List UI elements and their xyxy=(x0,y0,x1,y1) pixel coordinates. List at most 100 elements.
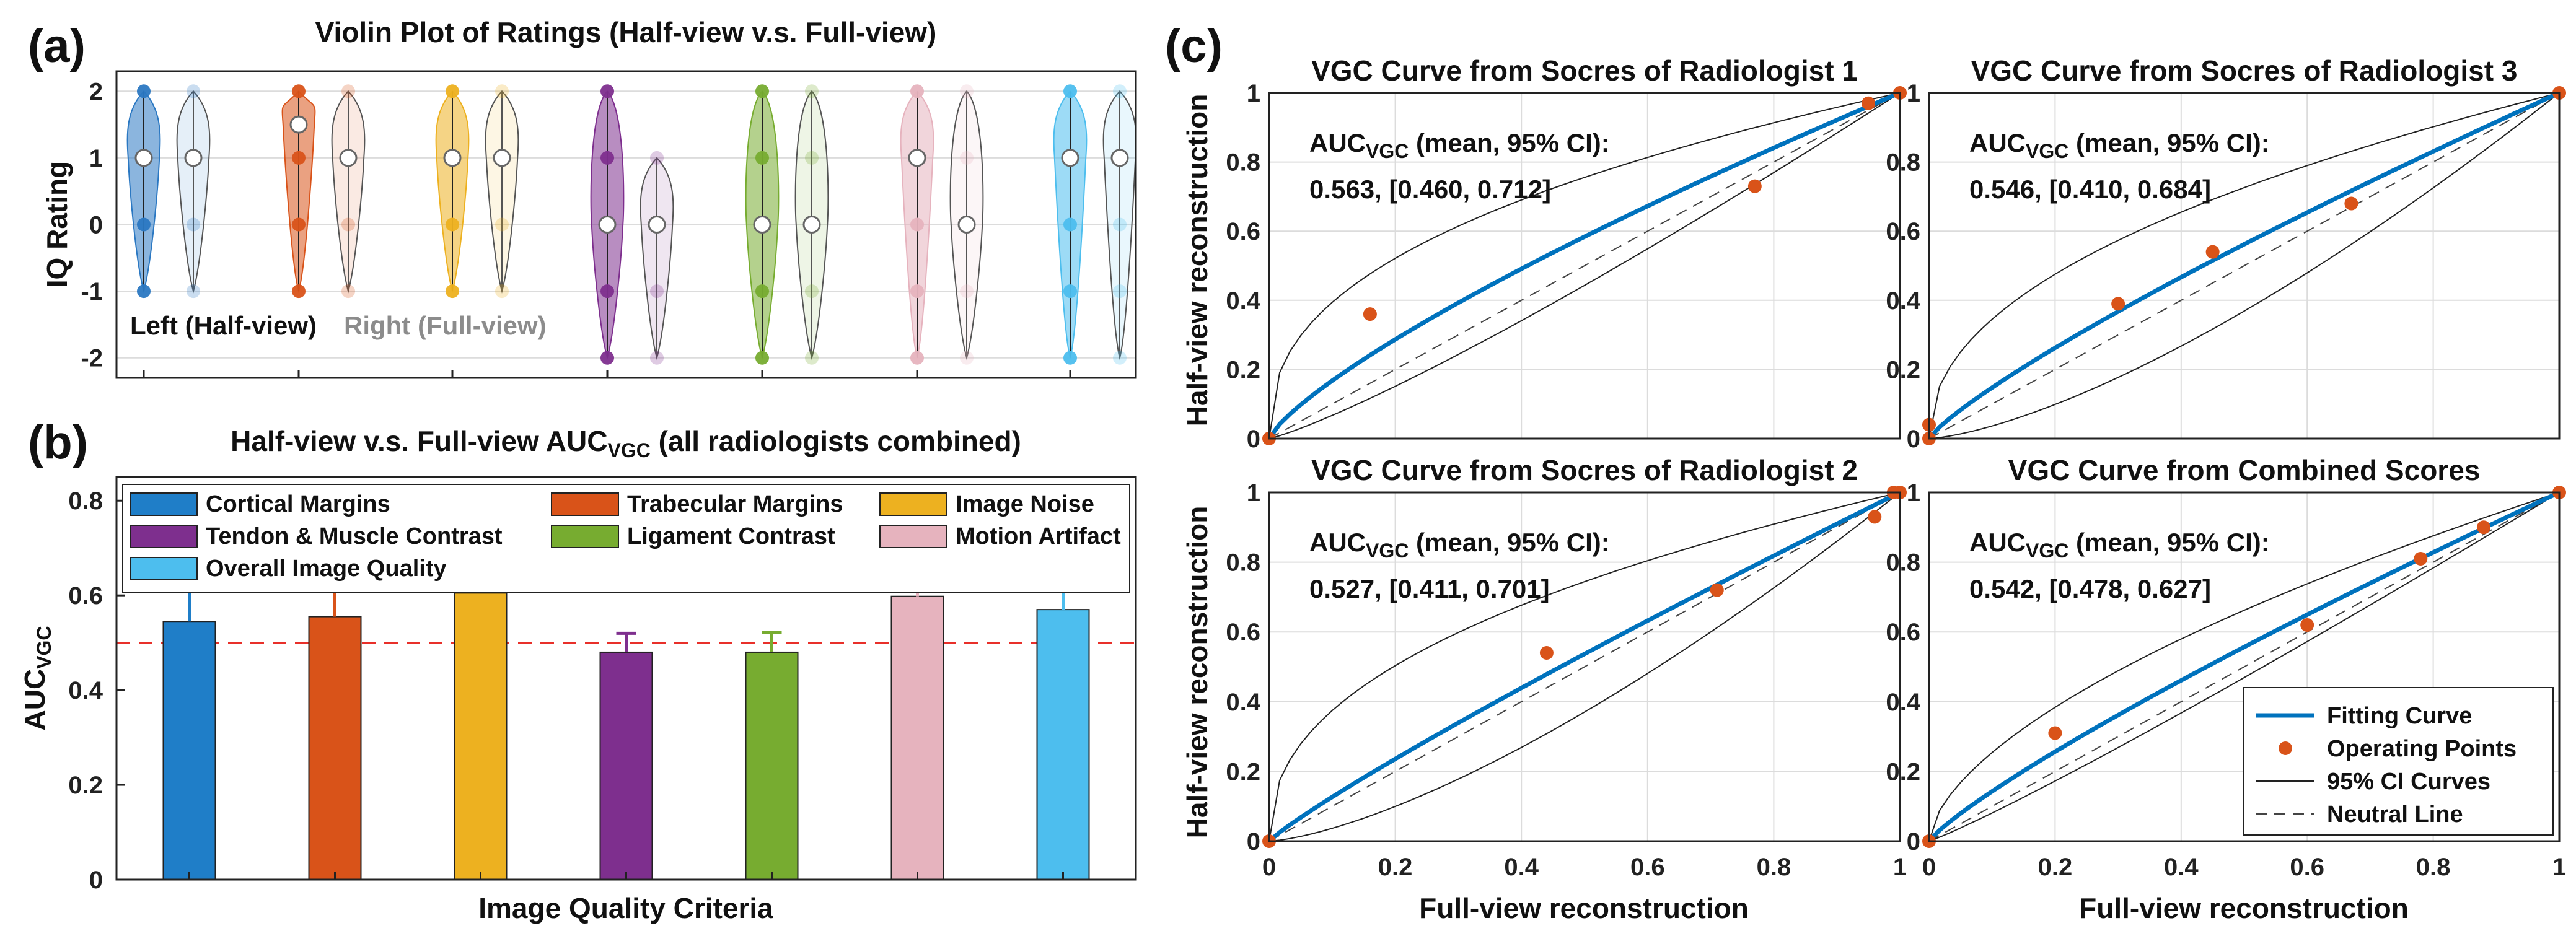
vgc-ytick-label: 0 xyxy=(1907,426,1920,453)
rating-point xyxy=(341,284,355,299)
legend-label: Trabecular Margins xyxy=(627,491,843,517)
vgc-ytick-label: 0.8 xyxy=(1226,149,1260,177)
auc-label: AUC xyxy=(1309,528,1366,557)
legend-swatch xyxy=(879,492,947,516)
vgc-ytick-label: 0 xyxy=(1907,828,1920,855)
vgc-ytick-label: 0 xyxy=(1247,426,1260,453)
rating-point xyxy=(1113,284,1127,299)
rating-point xyxy=(137,84,151,98)
fitting-curve xyxy=(1927,490,2561,843)
rating-point xyxy=(1063,217,1077,232)
legend-label: Image Noise xyxy=(956,491,1094,517)
vgc-axes-frame xyxy=(1928,92,2561,440)
violin-median-marker xyxy=(134,149,153,167)
rating-point xyxy=(1113,84,1127,98)
auc-suffix: (mean, 95% CI): xyxy=(2068,128,2269,157)
fitting-curve xyxy=(1267,90,1901,440)
rating-point xyxy=(187,217,200,232)
vgc-xtick-label: 0.4 xyxy=(1504,854,1539,881)
bar-ytick-label: 0 xyxy=(89,867,103,894)
rating-point xyxy=(910,284,924,299)
bar-title: Half-view v.s. Full-view AUCVGC (all rad… xyxy=(231,425,1021,461)
rating-point xyxy=(960,151,974,165)
vgc-title: VGC Curve from Socres of Radiologist 2 xyxy=(1311,454,1858,486)
ci-curve xyxy=(1268,492,1901,842)
auc-suffix: (mean, 95% CI): xyxy=(2068,528,2269,557)
rating-point xyxy=(755,84,769,98)
operating-point xyxy=(2300,618,2314,632)
violin-median-marker xyxy=(1110,149,1129,167)
bar-tendon-muscle-contrast xyxy=(599,651,653,880)
operating-point xyxy=(2205,245,2220,259)
auc-annotation: AUCVGC (mean, 95% CI): xyxy=(1309,128,1610,162)
vgc-ytick-label: 0.8 xyxy=(1886,549,1920,577)
vgc-ytick-label: 0.4 xyxy=(1226,689,1260,716)
rating-point xyxy=(341,217,355,232)
legend-label: Tendon & Muscle Contrast xyxy=(206,523,503,549)
vgc-plot-c3: 0 0.2 0.4 0.6 0.8 1 VGC Curve from Socres of R… xyxy=(1886,55,2566,453)
vgc-title: VGC Curve from Socres of Radiologist 3 xyxy=(1971,55,2518,87)
violin-ytick-label: 2 xyxy=(89,78,103,105)
legend-swatch xyxy=(130,492,198,516)
auc-values: 0.542, [0.478, 0.627] xyxy=(1969,574,2211,603)
rating-point xyxy=(960,351,974,365)
vgc-xtick-label: 0.8 xyxy=(2416,854,2451,881)
violin-median-marker xyxy=(648,216,666,234)
rating-point xyxy=(805,284,819,299)
bar-panel: (b) Half-view v.s. Full-view AUCVGC (all… xyxy=(19,416,1137,924)
vgc-legend-label: Fitting Curve xyxy=(2327,703,2472,729)
operating-point xyxy=(2414,551,2428,566)
legend-swatch xyxy=(130,557,198,580)
legend-swatch xyxy=(879,525,947,548)
vgc-xlabel-right: Full-view reconstruction xyxy=(2079,892,2409,924)
vgc-xlabel-left: Full-view reconstruction xyxy=(1419,892,1749,924)
vgc-legend-box xyxy=(2243,687,2554,836)
vgc-xtick-label: 1 xyxy=(2552,854,2566,881)
rating-point xyxy=(1113,351,1127,365)
violin-ytick-label: 1 xyxy=(89,145,103,172)
ci-curve xyxy=(1268,92,1901,439)
rating-point xyxy=(650,351,664,365)
rating-point xyxy=(755,351,769,365)
legend-label: Cortical Margins xyxy=(206,491,390,517)
rating-point xyxy=(650,284,664,299)
auc-sub: VGC xyxy=(1366,140,1409,162)
vgc-plot-c2: 00 0.2 0.2 0.4 0.4 0.6 0.6 0.8 0.8 1 1 VGC Curve fr… xyxy=(1226,454,1907,881)
vgc-ytick-label: 0.2 xyxy=(1886,758,1920,785)
operating-point xyxy=(2344,196,2358,211)
operating-point xyxy=(2048,726,2062,740)
rating-point xyxy=(1063,351,1077,365)
ci-curve xyxy=(1928,92,2560,439)
bar-image-noise xyxy=(454,592,508,881)
vgc-ylabel-bottom: Half-view reconstruction xyxy=(1181,506,1213,839)
rating-point xyxy=(137,217,151,232)
bar-trabecular-margins xyxy=(308,616,362,881)
legend-label: Overall Image Quality xyxy=(206,556,447,582)
neutral-line xyxy=(1928,492,2560,842)
bar-ytick-label: 0.6 xyxy=(68,582,103,610)
rating-point xyxy=(187,84,200,98)
bar-ytick-label: 0.8 xyxy=(68,487,103,515)
fitting-curve xyxy=(1267,490,1901,843)
violin-median-marker xyxy=(753,216,771,234)
rating-point xyxy=(805,151,819,165)
operating-point xyxy=(1747,179,1762,193)
panel-label-a: (a) xyxy=(28,20,86,72)
vgc-ytick-label: 0.4 xyxy=(1886,689,1920,716)
vgc-legend-label: 95% CI Curves xyxy=(2327,769,2490,795)
fitting-curve xyxy=(1927,90,2561,440)
vgc-ytick-label: 1 xyxy=(1907,80,1920,107)
rating-point xyxy=(960,284,974,299)
vgc-ytick-label: 1 xyxy=(1247,479,1260,507)
vgc-ytick-label: 0.6 xyxy=(1226,619,1260,646)
ci-curve xyxy=(1928,492,2560,842)
vgc-ytick-label: 0.6 xyxy=(1226,218,1260,245)
vgc-axes-frame xyxy=(1928,491,2561,842)
violin-median-marker xyxy=(493,149,511,167)
vgc-panels: (c) 0 0.2 0.4 0.6 0.8 1 VGC Curve from Socres … xyxy=(1165,20,2566,924)
violin-ytick-label: -1 xyxy=(81,278,103,305)
rating-point xyxy=(910,217,924,232)
operating-point xyxy=(2476,520,2490,535)
auc-suffix: (mean, 95% CI): xyxy=(1409,128,1609,157)
rating-point xyxy=(910,84,924,98)
